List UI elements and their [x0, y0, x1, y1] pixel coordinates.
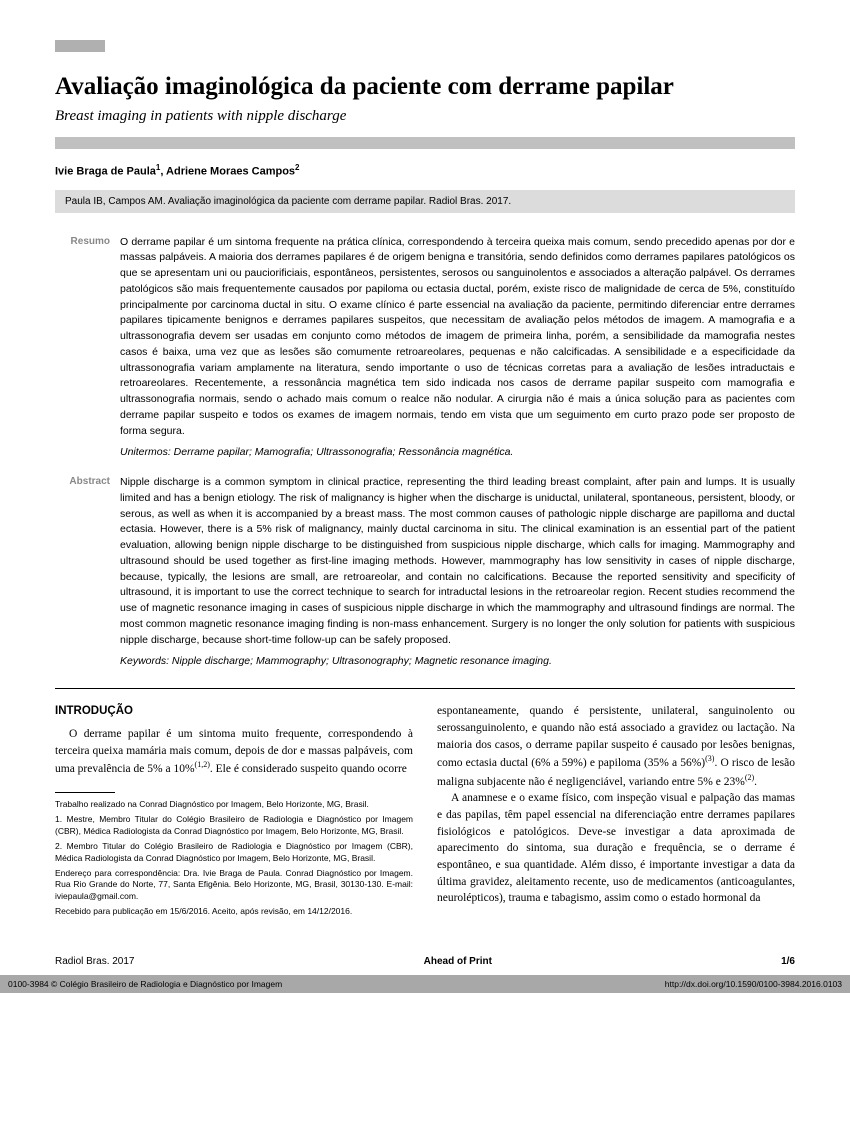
article-title: Avaliação imaginológica da paciente com …: [55, 72, 795, 102]
resumo-body: O derrame papilar é um sintoma frequente…: [120, 235, 795, 462]
footnote: 2. Membro Titular do Colégio Brasileiro …: [55, 841, 413, 864]
header-tab: [55, 40, 105, 52]
footnote: 1. Mestre, Membro Titular do Colégio Bra…: [55, 814, 413, 837]
resumo-block: Resumo O derrame papilar é um sintoma fr…: [55, 235, 795, 462]
page-footer: Radiol Bras. 2017 Ahead of Print 1/6: [55, 952, 795, 967]
title-divider-bar: [55, 137, 795, 149]
body-columns: INTRODUÇÃO O derrame papilar é um sintom…: [55, 703, 795, 922]
copyright: 0100-3984 © Colégio Brasileiro de Radiol…: [8, 979, 282, 989]
footer-right: 1/6: [781, 956, 795, 967]
bottom-bar: 0100-3984 © Colégio Brasileiro de Radiol…: [0, 975, 850, 993]
column-right: espontaneamente, quando é persistente, u…: [437, 703, 795, 922]
footnote: Recebido para publicação em 15/6/2016. A…: [55, 906, 413, 917]
column-left: INTRODUÇÃO O derrame papilar é um sintom…: [55, 703, 413, 922]
footnote: Trabalho realizado na Conrad Diagnóstico…: [55, 799, 413, 810]
abstract-body: Nipple discharge is a common symptom in …: [120, 475, 795, 670]
intro-para-2: espontaneamente, quando é persistente, u…: [437, 703, 795, 790]
unitermos: Unitermos: Derrame papilar; Mamografia; …: [120, 445, 795, 461]
footnotes-divider: [55, 792, 115, 793]
footnotes: Trabalho realizado na Conrad Diagnóstico…: [55, 799, 413, 918]
abstract-text: Nipple discharge is a common symptom in …: [120, 476, 795, 646]
abstract-label: Abstract: [55, 475, 110, 670]
footer-left: Radiol Bras. 2017: [55, 956, 135, 967]
resumo-text: O derrame papilar é um sintoma frequente…: [120, 236, 795, 437]
article-subtitle: Breast imaging in patients with nipple d…: [55, 108, 795, 125]
citation-box: Paula IB, Campos AM. Avaliação imaginoló…: [55, 190, 795, 213]
authors: Ivie Braga de Paula1, Adriene Moraes Cam…: [55, 163, 795, 178]
footer-center: Ahead of Print: [424, 956, 492, 967]
intro-para-3: A anamnese e o exame físico, com inspeçã…: [437, 790, 795, 907]
intro-para-1: O derrame papilar é um sintoma muito fre…: [55, 726, 413, 778]
intro-heading: INTRODUÇÃO: [55, 703, 413, 720]
footnote: Endereço para correspondência: Dra. Ivie…: [55, 868, 413, 902]
doi: http://dx.doi.org/10.1590/0100-3984.2016…: [665, 979, 842, 989]
resumo-label: Resumo: [55, 235, 110, 462]
abstract-block: Abstract Nipple discharge is a common sy…: [55, 475, 795, 670]
keywords: Keywords: Nipple discharge; Mammography;…: [120, 654, 795, 670]
section-divider: [55, 688, 795, 689]
